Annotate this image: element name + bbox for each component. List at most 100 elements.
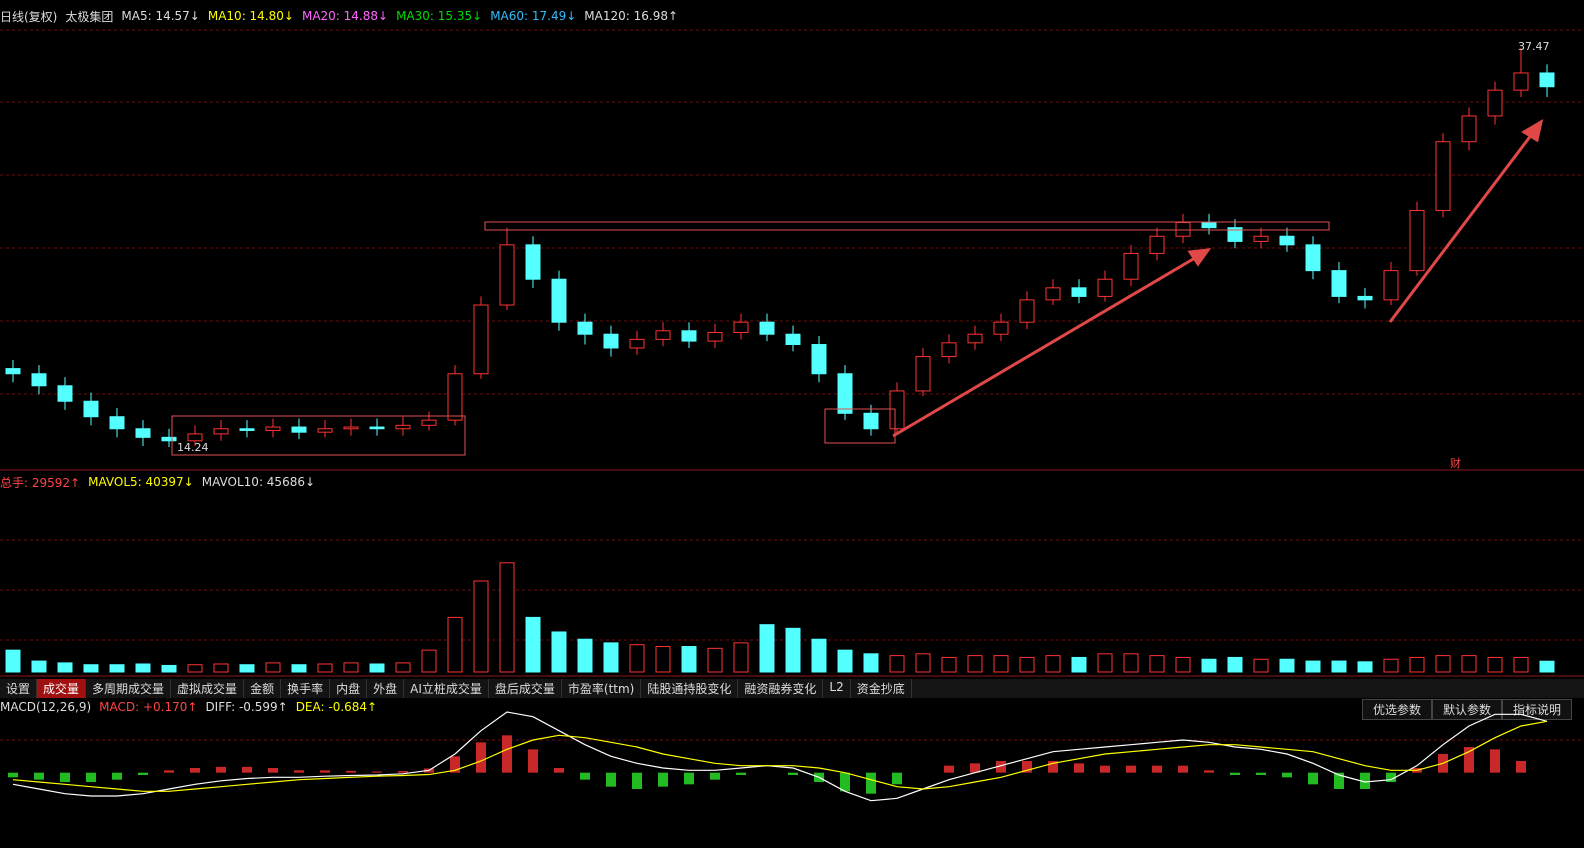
volume-bar bbox=[421, 649, 437, 673]
candle-body bbox=[759, 321, 775, 335]
macd-bar bbox=[138, 772, 148, 775]
volume-bar bbox=[1149, 655, 1165, 673]
candle-body bbox=[187, 433, 203, 442]
macd-bar bbox=[190, 768, 200, 773]
volume-bar bbox=[785, 627, 801, 673]
candle-body bbox=[967, 333, 983, 344]
volume-bar bbox=[1331, 660, 1347, 673]
header-item: MAVOL10: 45686↓ bbox=[201, 475, 316, 489]
macd-bar bbox=[294, 770, 304, 773]
candle-body bbox=[1383, 270, 1399, 301]
tab[interactable]: 内盘 bbox=[330, 679, 368, 698]
tab[interactable]: 陆股通持股变化 bbox=[641, 679, 739, 698]
volume-bar bbox=[811, 638, 827, 673]
tab[interactable]: AI立桩成交量 bbox=[404, 679, 489, 698]
macd-bar bbox=[1074, 763, 1084, 773]
macd-bar bbox=[1230, 772, 1240, 775]
header-item: DEA: -0.684↑ bbox=[295, 700, 378, 714]
candle-body bbox=[291, 426, 307, 433]
macd-bar bbox=[502, 735, 512, 773]
candle-body bbox=[369, 426, 385, 430]
volume-bar bbox=[1513, 656, 1529, 673]
tab[interactable]: 虚拟成交量 bbox=[171, 679, 245, 698]
tab[interactable]: 盘后成交量 bbox=[489, 679, 562, 698]
candle-body bbox=[447, 373, 463, 421]
tab[interactable]: 市盈率(ttm) bbox=[562, 679, 642, 698]
macd-bar bbox=[86, 772, 96, 782]
header-item: DIFF: -0.599↑ bbox=[205, 700, 288, 714]
volume-bar bbox=[1227, 656, 1243, 673]
volume-bar bbox=[499, 562, 515, 673]
macd-bar bbox=[970, 763, 980, 773]
volume-bar bbox=[1435, 655, 1451, 673]
macd-bar bbox=[1386, 772, 1396, 782]
volume-bar bbox=[1383, 658, 1399, 673]
candle-body bbox=[915, 356, 931, 392]
macd-bar bbox=[112, 772, 122, 780]
volume-bar bbox=[681, 646, 697, 673]
volume-bar bbox=[1045, 655, 1061, 673]
macd-bar bbox=[450, 756, 460, 773]
macd-bar bbox=[476, 742, 486, 773]
macd-bar bbox=[528, 749, 538, 773]
volume-bar bbox=[707, 647, 723, 673]
volume-bar bbox=[343, 662, 359, 673]
macd-bar bbox=[398, 771, 408, 773]
macd-bar bbox=[8, 772, 18, 778]
volume-bar bbox=[863, 653, 879, 673]
macd-bar bbox=[268, 768, 278, 773]
candle-body bbox=[655, 330, 671, 340]
param-buttons: 优选参数 默认参数 指标说明 bbox=[1361, 699, 1572, 720]
tab[interactable]: 成交量 bbox=[37, 679, 87, 698]
tab[interactable]: 设置 bbox=[0, 679, 38, 698]
candle-body bbox=[109, 416, 125, 430]
volume-bar bbox=[1357, 661, 1373, 673]
header-item: 太极集团 bbox=[65, 9, 114, 24]
macd-bar bbox=[372, 771, 382, 773]
volume-bar bbox=[1409, 656, 1425, 673]
candle-body bbox=[343, 426, 359, 430]
volume-bar bbox=[1461, 655, 1477, 673]
candle-body bbox=[1149, 235, 1165, 254]
tab[interactable]: 外盘 bbox=[367, 679, 405, 698]
button[interactable]: 指标说明 bbox=[1501, 699, 1572, 720]
candle-body bbox=[1201, 222, 1217, 229]
tab[interactable]: 资金抄底 bbox=[851, 679, 912, 698]
macd-bar bbox=[580, 772, 590, 780]
volume-bar bbox=[941, 656, 957, 673]
volume-bar bbox=[1175, 656, 1191, 673]
volume-bar bbox=[967, 655, 983, 673]
trend-arrows bbox=[892, 118, 1544, 438]
candle-body bbox=[1331, 270, 1347, 297]
volume-bar bbox=[889, 655, 905, 673]
tab[interactable]: 金额 bbox=[244, 679, 282, 698]
candle-body bbox=[603, 333, 619, 349]
header-item: MA10: 14.80↓ bbox=[207, 9, 294, 23]
candle-body bbox=[1071, 287, 1087, 297]
macd-bar bbox=[320, 770, 330, 773]
candle-body bbox=[395, 424, 411, 430]
candle-body bbox=[1097, 278, 1113, 297]
candle-body bbox=[1513, 72, 1529, 91]
annotations bbox=[171, 221, 1330, 456]
volume-bar bbox=[31, 660, 47, 673]
tab[interactable]: 多周期成交量 bbox=[86, 679, 172, 698]
candle-body bbox=[421, 419, 437, 426]
candle-body bbox=[1175, 222, 1191, 237]
button[interactable]: 默认参数 bbox=[1431, 699, 1502, 720]
candle-body bbox=[499, 244, 515, 306]
macd-bar bbox=[1022, 761, 1032, 773]
candle-body bbox=[1123, 252, 1139, 280]
tab[interactable]: L2 bbox=[823, 679, 851, 698]
candle-body bbox=[785, 333, 801, 346]
tab[interactable]: 换手率 bbox=[281, 679, 331, 698]
macd-line bbox=[12, 720, 1548, 792]
macd-bar bbox=[242, 766, 252, 773]
button[interactable]: 优选参数 bbox=[1361, 699, 1432, 720]
volume-bar bbox=[5, 649, 21, 673]
macd-bar bbox=[606, 772, 616, 787]
volume-bar bbox=[161, 664, 177, 673]
tab[interactable]: 融资融券变化 bbox=[738, 679, 824, 698]
volume-bar bbox=[1071, 656, 1087, 673]
candle-body bbox=[1227, 227, 1243, 242]
